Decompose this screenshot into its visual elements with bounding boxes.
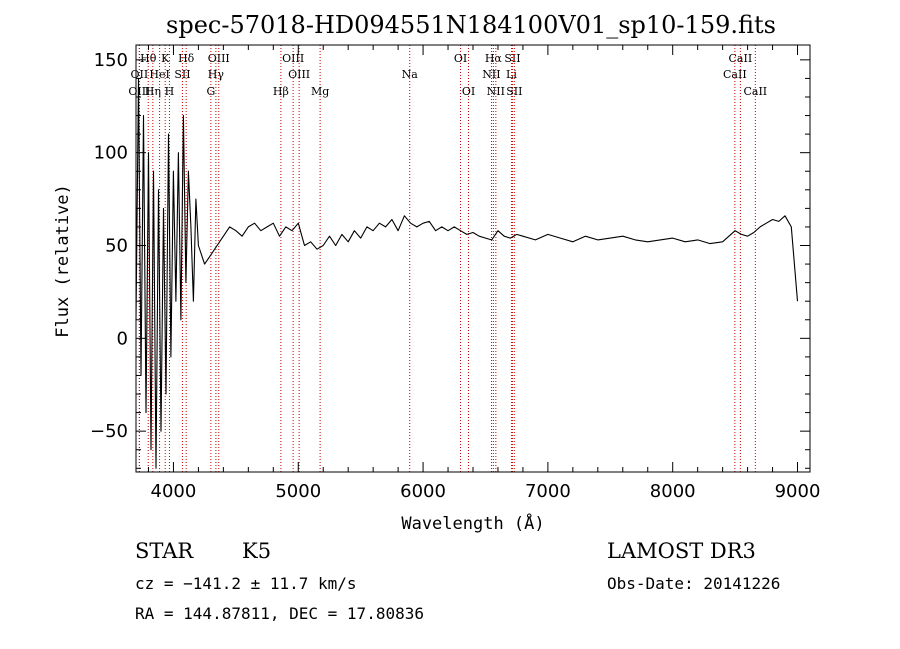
y-tick-label: 50 bbox=[105, 236, 128, 257]
line-marker-label: H bbox=[165, 85, 175, 98]
x-tick-label: 4000 bbox=[151, 481, 197, 502]
line-marker-label: Li bbox=[506, 68, 517, 81]
x-axis-label: Wavelength (Å) bbox=[401, 512, 544, 534]
y-tick-label: 100 bbox=[94, 143, 128, 164]
x-tick-label: 9000 bbox=[775, 481, 821, 502]
x-tick-label: 5000 bbox=[275, 481, 321, 502]
line-marker-label: Na bbox=[402, 68, 419, 81]
plot-frame bbox=[135, 44, 811, 473]
line-marker-label: OI bbox=[462, 85, 475, 98]
y-tick-label: 0 bbox=[117, 328, 128, 349]
line-marker-label: SII bbox=[506, 85, 522, 98]
line-marker-label: CaII bbox=[729, 52, 753, 65]
spectrum-line-0 bbox=[135, 77, 799, 469]
line-marker-label: Mg bbox=[311, 85, 329, 98]
coordinates: RA = 144.87811, DEC = 17.80836 bbox=[135, 604, 424, 623]
object-subclass: K5 bbox=[242, 539, 272, 563]
x-tick-label: 8000 bbox=[650, 481, 696, 502]
line-marker-label: Hη bbox=[145, 85, 161, 98]
line-marker-label: Hθ bbox=[140, 52, 157, 65]
line-marker-label: HeI bbox=[149, 68, 169, 81]
y-tick-label: 150 bbox=[94, 50, 128, 71]
line-marker-label: Hβ bbox=[273, 85, 289, 98]
line-marker-label: SII bbox=[504, 52, 520, 65]
line-marker-label: OII bbox=[131, 68, 149, 81]
line-marker-label: CaII bbox=[723, 68, 747, 81]
line-marker-label: SII bbox=[174, 68, 190, 81]
line-marker-label: NII bbox=[487, 85, 505, 98]
y-tick-label: −50 bbox=[90, 421, 128, 442]
line-marker-label: CaII bbox=[743, 85, 767, 98]
object-class: STAR bbox=[135, 539, 194, 563]
x-tick-label: 7000 bbox=[525, 481, 571, 502]
line-marker-label: K bbox=[161, 52, 170, 65]
line-marker-label: G bbox=[206, 85, 215, 98]
line-marker-label: OIII bbox=[282, 52, 304, 65]
redshift-value: cz = −141.2 ± 11.7 km/s bbox=[135, 574, 357, 593]
line-marker-label: Hα bbox=[485, 52, 503, 65]
chart-title: spec-57018-HD094551N184100V01_sp10-159.f… bbox=[166, 11, 776, 39]
line-marker-label: NII bbox=[482, 68, 500, 81]
spectrum-series bbox=[135, 77, 799, 469]
line-marker-label: OI bbox=[454, 52, 467, 65]
survey-name: LAMOST DR3 bbox=[607, 539, 756, 563]
line-marker-label: OIII bbox=[208, 52, 230, 65]
line-marker-label: OIII bbox=[288, 68, 310, 81]
obs-date: Obs-Date: 20141226 bbox=[607, 574, 781, 593]
line-marker-label: Hδ bbox=[178, 52, 195, 65]
line-marker-label: OIII bbox=[128, 85, 150, 98]
y-axis-label: Flux (relative) bbox=[53, 184, 73, 338]
axes: 4000 5000 6000 7000 8000 9000 −50 0 50 100 150 bbox=[90, 45, 820, 502]
x-tick-label: 6000 bbox=[400, 481, 446, 502]
line-marker-label: Hγ bbox=[208, 68, 225, 81]
